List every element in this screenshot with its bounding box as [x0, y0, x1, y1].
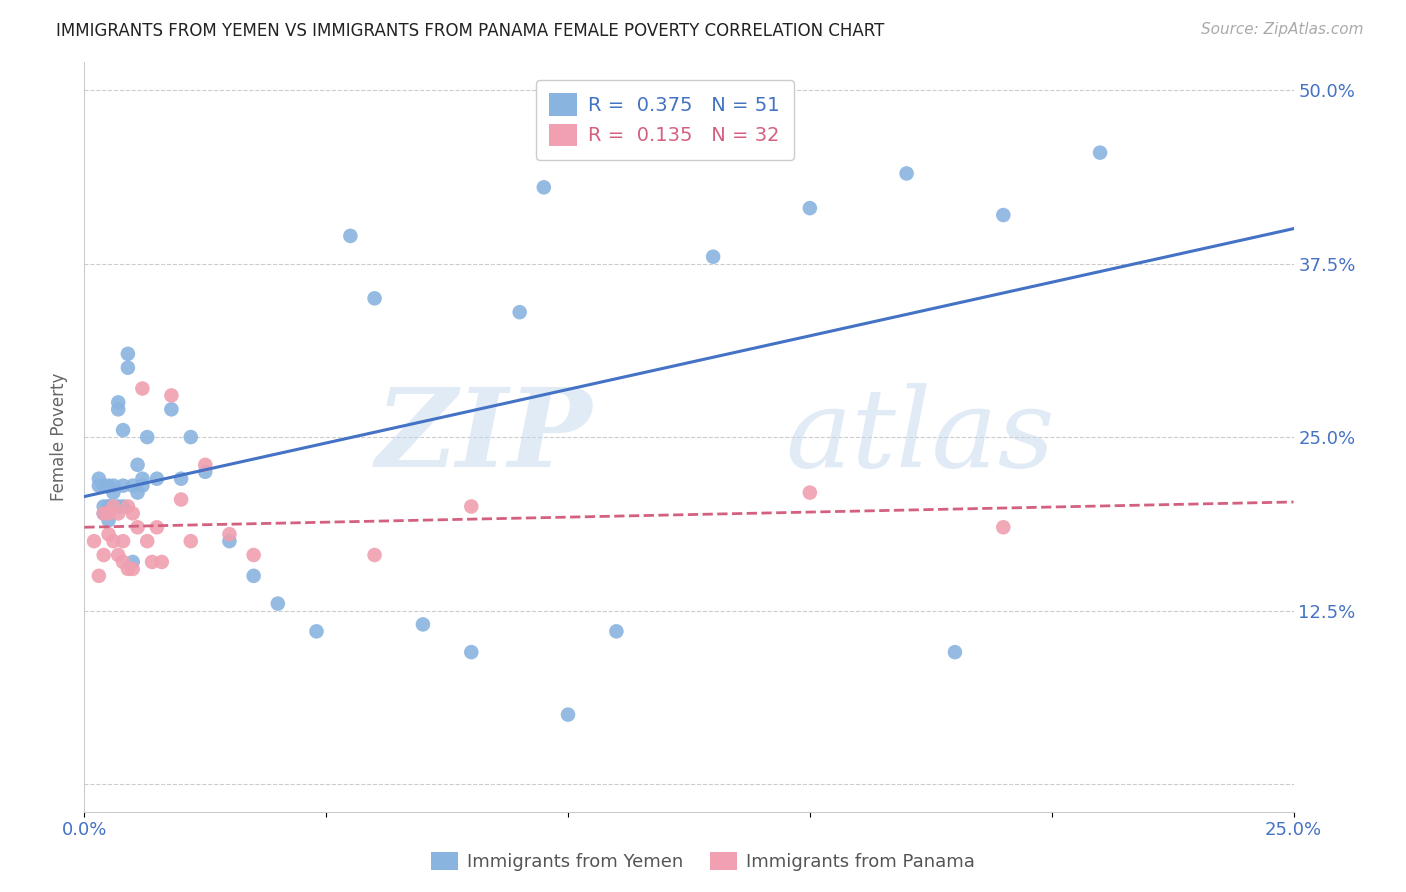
Point: [97, 500, 120, 514]
Point: [117, 562, 139, 576]
Point: [170, 492, 193, 507]
Point: [107, 402, 129, 417]
Point: [654, 111, 676, 125]
Point: [160, 388, 183, 402]
Point: [136, 430, 159, 444]
Point: [460, 500, 482, 514]
Point: [121, 507, 143, 521]
Point: [131, 472, 153, 486]
Text: Source: ZipAtlas.com: Source: ZipAtlas.com: [1201, 22, 1364, 37]
Point: [107, 500, 129, 514]
Point: [112, 478, 135, 492]
Point: [93, 548, 115, 562]
Point: [107, 395, 129, 409]
Point: [363, 291, 385, 305]
Point: [267, 597, 290, 611]
Point: [533, 180, 555, 194]
Point: [363, 548, 385, 562]
Point: [194, 465, 217, 479]
Point: [339, 228, 361, 243]
Point: [412, 617, 434, 632]
Point: [117, 360, 139, 375]
Point: [112, 423, 135, 437]
Point: [136, 534, 159, 549]
Point: [93, 500, 115, 514]
Point: [83, 534, 105, 549]
Point: [127, 520, 149, 534]
Point: [799, 201, 821, 215]
Point: [127, 458, 149, 472]
Point: [141, 555, 163, 569]
Point: [460, 645, 482, 659]
Point: [557, 707, 579, 722]
Point: [146, 520, 169, 534]
Text: atlas: atlas: [786, 384, 1056, 491]
Point: [97, 500, 120, 514]
Point: [107, 507, 129, 521]
Point: [117, 347, 139, 361]
Point: [87, 569, 110, 583]
Point: [93, 507, 115, 521]
Point: [131, 478, 153, 492]
Point: [103, 485, 125, 500]
Point: [112, 534, 135, 549]
Point: [93, 478, 115, 492]
Point: [103, 534, 125, 549]
Legend: Immigrants from Yemen, Immigrants from Panama: Immigrants from Yemen, Immigrants from P…: [423, 845, 983, 879]
Point: [194, 458, 217, 472]
Legend: R =  0.375   N = 51, R =  0.135   N = 32: R = 0.375 N = 51, R = 0.135 N = 32: [536, 79, 793, 160]
Point: [87, 472, 110, 486]
Point: [97, 507, 120, 521]
Point: [127, 485, 149, 500]
Point: [305, 624, 328, 639]
Point: [180, 534, 202, 549]
Point: [131, 382, 153, 396]
Point: [121, 555, 143, 569]
Text: ZIP: ZIP: [375, 384, 592, 491]
Point: [112, 555, 135, 569]
Point: [121, 562, 143, 576]
Point: [242, 569, 264, 583]
Point: [605, 624, 627, 639]
Point: [799, 485, 821, 500]
Y-axis label: Female Poverty: Female Poverty: [51, 373, 69, 501]
Point: [1088, 145, 1111, 160]
Text: IMMIGRANTS FROM YEMEN VS IMMIGRANTS FROM PANAMA FEMALE POVERTY CORRELATION CHART: IMMIGRANTS FROM YEMEN VS IMMIGRANTS FROM…: [56, 22, 884, 40]
Point: [107, 548, 129, 562]
Point: [97, 478, 120, 492]
Point: [112, 500, 135, 514]
Point: [103, 500, 125, 514]
Point: [896, 166, 918, 180]
Point: [93, 507, 115, 521]
Point: [103, 478, 125, 492]
Point: [150, 555, 173, 569]
Point: [993, 208, 1015, 222]
Point: [702, 250, 724, 264]
Point: [242, 548, 264, 562]
Point: [993, 520, 1015, 534]
Point: [160, 402, 183, 417]
Point: [180, 430, 202, 444]
Point: [87, 478, 110, 492]
Point: [218, 527, 240, 541]
Point: [121, 478, 143, 492]
Point: [97, 513, 120, 527]
Point: [509, 305, 531, 319]
Point: [103, 500, 125, 514]
Point: [218, 534, 240, 549]
Point: [170, 472, 193, 486]
Point: [943, 645, 966, 659]
Point: [146, 472, 169, 486]
Point: [117, 500, 139, 514]
Point: [97, 527, 120, 541]
